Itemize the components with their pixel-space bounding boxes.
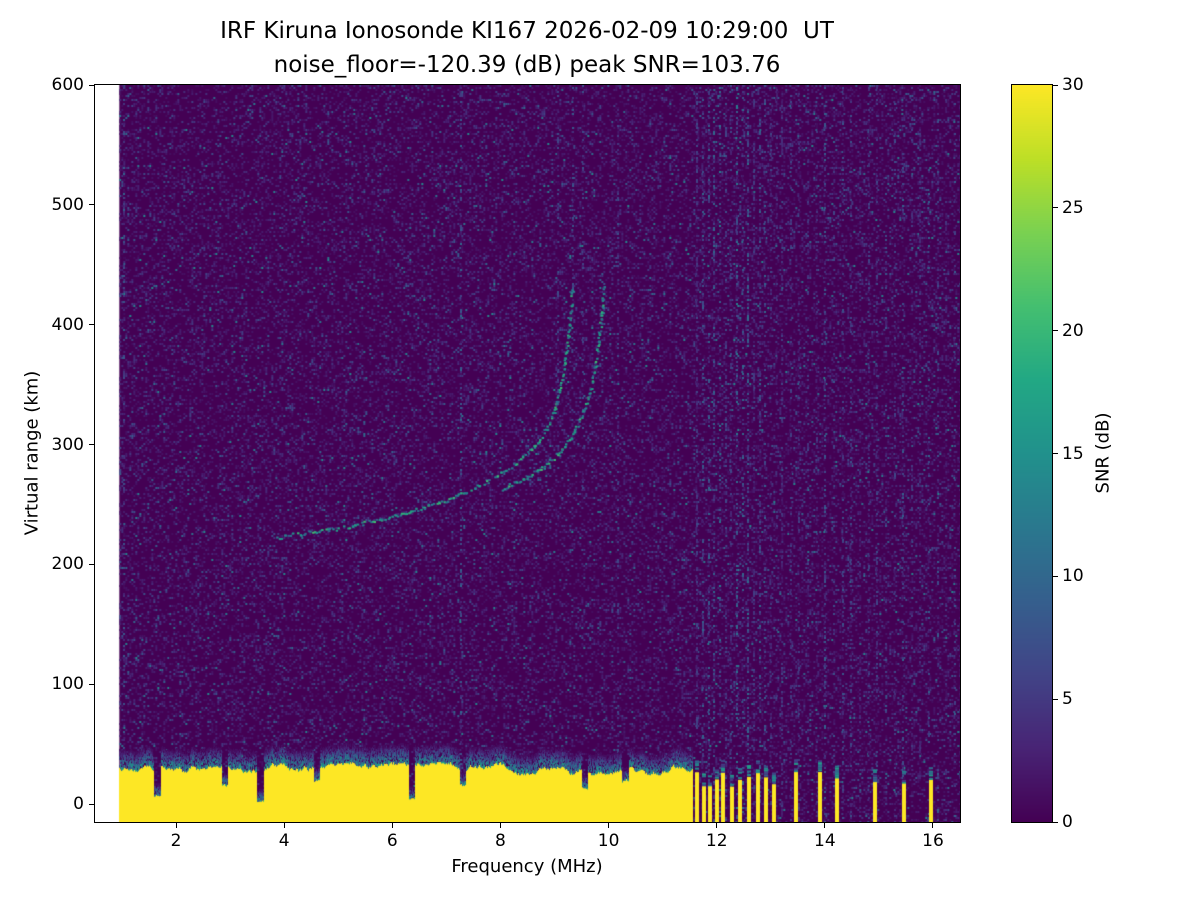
y-tick-mark xyxy=(89,204,94,206)
colorbar xyxy=(1011,84,1053,823)
y-tick-label: 300 xyxy=(51,434,84,455)
colorbar-gradient-canvas xyxy=(1012,85,1052,822)
y-tick-mark xyxy=(89,803,94,805)
y-tick-label: 200 xyxy=(51,554,84,575)
x-tick-mark xyxy=(175,823,177,828)
colorbar-tick-label: 0 xyxy=(1062,812,1073,832)
colorbar-tick-mark xyxy=(1053,575,1058,577)
x-tick-label: 14 xyxy=(814,831,836,851)
y-tick-mark xyxy=(89,84,94,86)
x-tick-label: 4 xyxy=(278,831,290,851)
colorbar-tick-mark xyxy=(1053,84,1058,86)
ionogram-plot-area xyxy=(94,84,961,823)
colorbar-label: SNR (dB) xyxy=(1092,412,1114,494)
x-tick-mark xyxy=(932,823,934,828)
y-tick-label: 400 xyxy=(51,314,84,335)
y-tick-mark xyxy=(89,563,94,565)
x-tick-mark xyxy=(499,823,501,828)
x-tick-mark xyxy=(716,823,718,828)
y-tick-label: 600 xyxy=(51,75,84,95)
colorbar-tick-label: 5 xyxy=(1062,689,1073,710)
ionogram-heatmap-canvas xyxy=(95,85,960,822)
colorbar-tick-mark xyxy=(1053,821,1058,823)
colorbar-tick-mark xyxy=(1053,330,1058,332)
y-tick-mark xyxy=(89,444,94,445)
colorbar-tick-label: 10 xyxy=(1062,566,1084,587)
colorbar-tick-label: 20 xyxy=(1062,320,1084,341)
colorbar-tick-mark xyxy=(1053,698,1058,700)
y-tick-label: 500 xyxy=(51,194,84,215)
x-tick-label: 2 xyxy=(170,831,182,851)
y-tick-label: 100 xyxy=(51,674,84,695)
x-tick-label: 10 xyxy=(597,831,620,851)
y-tick-mark xyxy=(89,683,94,685)
colorbar-tick-mark xyxy=(1053,453,1058,454)
chart-title: IRF Kiruna Ionosonde KI167 2026-02-09 10… xyxy=(220,18,834,44)
x-tick-mark xyxy=(608,823,610,828)
colorbar-tick-label: 25 xyxy=(1062,197,1084,218)
x-tick-mark xyxy=(824,823,826,828)
x-tick-mark xyxy=(391,823,393,828)
chart-subtitle: noise_floor=-120.39 (dB) peak SNR=103.76 xyxy=(273,52,781,78)
y-tick-label: 0 xyxy=(73,794,84,815)
x-axis-label: Frequency (MHz) xyxy=(451,856,603,877)
x-tick-label: 6 xyxy=(386,831,398,851)
x-tick-label: 16 xyxy=(922,831,944,851)
x-tick-label: 8 xyxy=(495,831,506,851)
colorbar-tick-label: 15 xyxy=(1062,443,1084,464)
x-tick-label: 12 xyxy=(705,831,728,851)
colorbar-tick-mark xyxy=(1053,207,1058,209)
x-tick-mark xyxy=(283,823,285,828)
y-tick-mark xyxy=(89,324,94,326)
colorbar-tick-label: 30 xyxy=(1062,75,1084,95)
